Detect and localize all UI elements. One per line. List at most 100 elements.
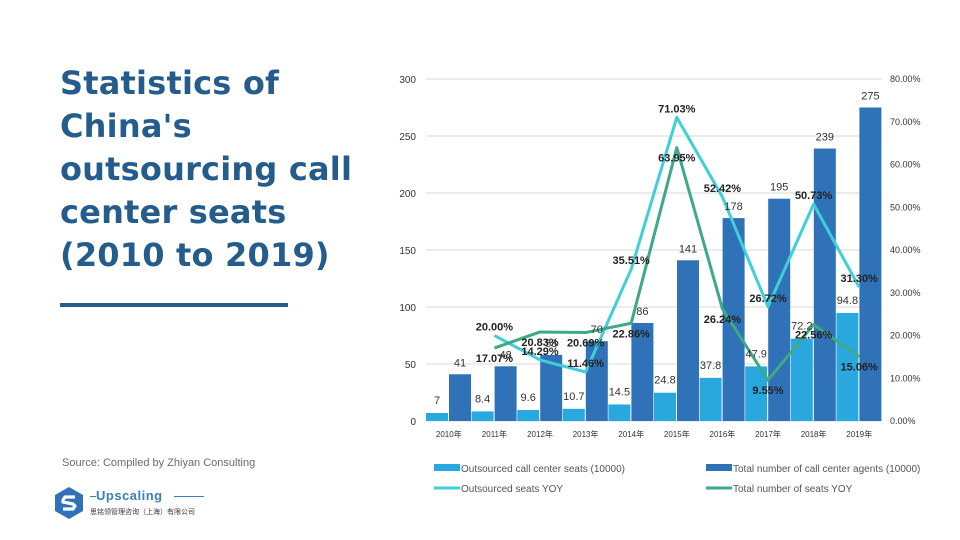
- y2-axis-tick-label: 30.00%: [890, 288, 921, 298]
- y-axis-tick-label: 250: [399, 132, 416, 143]
- total-yoy-label: 9.55%: [752, 385, 783, 397]
- outsourced-seats-bar: [471, 411, 494, 421]
- legend-label: Total number of seats YOY: [733, 484, 853, 495]
- outsourced-yoy-label: 31.30%: [841, 273, 879, 285]
- total-agents-value-label: 41: [454, 357, 466, 369]
- x-axis-tick-label: 2014年: [618, 429, 644, 439]
- legend-swatch: [706, 464, 732, 471]
- y2-axis-tick-label: 60.00%: [890, 160, 921, 170]
- x-axis-tick-label: 2013年: [573, 429, 599, 439]
- outsourced-seats-value-label: 8.4: [475, 393, 490, 405]
- total-agents-bar: [768, 198, 791, 421]
- x-axis-tick-label: 2018年: [801, 429, 827, 439]
- logo-rule-right: [174, 496, 204, 497]
- outsourced-yoy-label: 14.29%: [521, 346, 559, 358]
- outsourced-yoy-label: 26.72%: [749, 293, 787, 305]
- outsourced-seats-bar: [745, 366, 768, 421]
- outsourced-yoy-label: 35.51%: [613, 255, 651, 267]
- total-yoy-label: 17.07%: [476, 353, 514, 365]
- total-agents-bar: [449, 374, 471, 421]
- legend-swatch: [434, 464, 460, 471]
- outsourced-seats-value-label: 9.6: [521, 392, 536, 404]
- total-yoy-label: 22.56%: [795, 330, 833, 342]
- outsourced-seats-bar: [608, 404, 631, 421]
- total-agents-value-label: 48: [499, 349, 511, 361]
- outsourced-seats-value-label: 7: [434, 395, 440, 407]
- outsourced-seats-value-label: 94.8: [837, 295, 858, 307]
- total-yoy-label: 20.83%: [521, 337, 559, 349]
- total-agents-bar: [677, 260, 699, 421]
- outsourced-yoy-line: [493, 115, 861, 374]
- outsourced-yoy-label: 11.46%: [567, 358, 604, 370]
- x-axis-tick-label: 2012年: [527, 429, 553, 439]
- upscaling-s-logo-icon: [55, 487, 83, 519]
- total-agents-bar: [494, 366, 517, 421]
- legend-label: Outsourced call center seats (10000): [461, 464, 625, 475]
- total-yoy-label: 15.06%: [841, 362, 879, 374]
- x-axis-tick-label: 2010年: [436, 429, 462, 439]
- outsourced-seats-value-label: 14.5: [609, 386, 630, 398]
- outsourced-seats-bar: [517, 410, 540, 421]
- source-note: Source: Compiled by Zhiyan Consulting: [62, 457, 256, 469]
- outsourced-seats-bar: [426, 413, 448, 421]
- y2-axis-tick-label: 0.00%: [890, 416, 916, 426]
- total-agents-bar: [859, 107, 882, 421]
- label-layer: 7 41 8.4 48 9.6 58 10.7 70 14.5 86 24.8 141 37.8 178 4…: [434, 91, 880, 408]
- total-yoy-line: [493, 146, 861, 382]
- legend-layer: Outsourced call center seats (10000) Tota…: [434, 464, 920, 495]
- y-axis-tick-label: 150: [399, 246, 416, 257]
- y2-axis-tick-label: 20.00%: [890, 331, 921, 341]
- y2-axis-tick-label: 10.00%: [890, 373, 921, 383]
- total-agents-value-label: 141: [679, 243, 697, 255]
- total-agents-value-label: 178: [724, 201, 742, 213]
- legend-label: Total number of call center agents (1000…: [733, 464, 920, 475]
- y-axis-tick-label: 200: [399, 189, 416, 200]
- total-yoy-label: 26.24%: [704, 314, 742, 326]
- outsourced-yoy-label: 52.42%: [704, 183, 742, 195]
- y-axis-tick-label: 50: [405, 360, 417, 371]
- legend-label: Outsourced seats YOY: [461, 484, 563, 495]
- total-yoy-label: 20.69%: [567, 338, 605, 350]
- total-agents-value-label: 58: [545, 338, 557, 350]
- outsourced-seats-bar: [699, 377, 722, 421]
- outsourced-yoy-label: 50.73%: [795, 190, 833, 202]
- outsourced-seats-bar: [562, 408, 585, 421]
- y2-axis-tick-label: 40.00%: [890, 245, 921, 255]
- total-agents-bar: [722, 218, 745, 421]
- y2-axis-tick-label: 70.00%: [890, 117, 921, 127]
- outsourced-seats-value-label: 24.8: [654, 375, 675, 387]
- total-agents-bar: [585, 341, 608, 421]
- x-axis-tick-label: 2016年: [710, 429, 736, 439]
- total-agents-value-label: 239: [816, 132, 834, 144]
- y2-axis-tick-label: 50.00%: [890, 202, 921, 212]
- x-axis-tick-label: 2011年: [482, 429, 507, 439]
- total-agents-value-label: 195: [770, 182, 788, 194]
- total-agents-value-label: 275: [861, 91, 879, 103]
- y-axis-tick-label: 300: [399, 75, 416, 86]
- y-axis-tick-label: 100: [399, 303, 416, 314]
- logo-subtitle: 思铭领管理咨询（上海）有限公司: [90, 509, 195, 516]
- outsourced-seats-value-label: 47.9: [745, 348, 766, 360]
- x-axis-tick-label: 2017年: [755, 429, 781, 439]
- outsourced-seats-bar: [836, 312, 859, 421]
- grid-layer: [426, 78, 882, 422]
- logo-name: Upscaling: [96, 488, 163, 503]
- slide-title: Statistics of China's outsourcing call c…: [60, 64, 353, 274]
- total-yoy-label: 63.95%: [658, 153, 696, 165]
- logo-rule-left: [90, 496, 96, 497]
- total-agents-value-label: 86: [636, 306, 648, 318]
- x-axis-tick-label: 2015年: [664, 429, 690, 439]
- y-axis-tick-label: 0: [410, 417, 416, 428]
- title-underline: [60, 303, 288, 307]
- x-axis-tick-label: 2019年: [846, 429, 872, 439]
- y2-axis-tick-label: 80.00%: [890, 74, 921, 84]
- total-yoy-label: 22.86%: [613, 328, 651, 340]
- axis-layer: 0 50 100 150 200 250 300 0.00% 10.00% 20.00% 30.00…: [399, 74, 920, 439]
- outsourced-seats-bar: [790, 338, 813, 421]
- outsourced-yoy-label: 71.03%: [658, 103, 696, 115]
- outsourced-seats-value-label: 37.8: [700, 360, 721, 372]
- outsourced-seats-value-label: 72.2: [791, 321, 812, 333]
- company-logo: Upscaling 思铭领管理咨询（上海）有限公司: [52, 486, 212, 522]
- total-agents-value-label: 70: [591, 324, 603, 336]
